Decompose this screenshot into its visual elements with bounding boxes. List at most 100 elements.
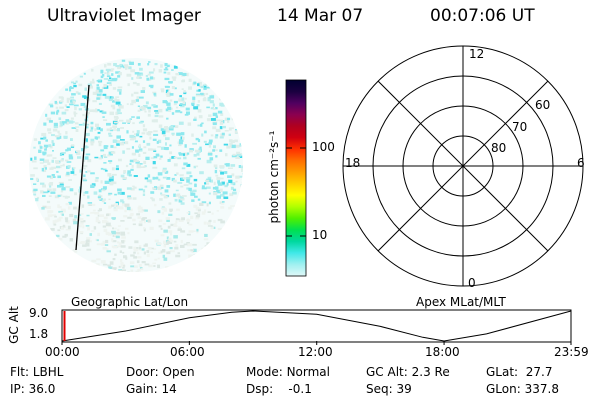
speckle [160, 128, 166, 131]
speckle [132, 218, 136, 222]
speckle [204, 233, 208, 237]
speckle [44, 159, 49, 163]
speckle [122, 269, 126, 272]
speckle [148, 109, 151, 113]
speckle [109, 261, 114, 265]
speckle [191, 102, 195, 105]
speckle [157, 210, 161, 214]
speckle [183, 91, 187, 95]
speckle [38, 149, 42, 153]
speckle [83, 72, 86, 75]
speckle [175, 125, 179, 128]
speckle [48, 144, 52, 147]
speckle [59, 121, 63, 125]
speckle [61, 226, 65, 230]
speckle [154, 258, 158, 261]
speckle [139, 220, 143, 223]
speckle [138, 188, 143, 191]
speckle [187, 249, 192, 252]
speckle [175, 244, 179, 247]
speckle [118, 105, 124, 109]
speckle [120, 220, 125, 222]
speckle [52, 128, 58, 132]
speckle [169, 247, 173, 250]
speckle [136, 260, 140, 264]
speckle [104, 180, 110, 184]
speckle [65, 88, 69, 91]
speckle [133, 251, 136, 254]
speckle [151, 198, 155, 202]
timeline-xtick-0600: 06:00 [170, 345, 205, 359]
speckle [147, 219, 151, 223]
speckle [136, 163, 140, 166]
speckle [92, 78, 95, 82]
speckle [129, 163, 132, 165]
speckle [47, 214, 53, 218]
speckle [197, 109, 202, 113]
speckle [206, 203, 209, 207]
speckle [142, 128, 148, 132]
speckle [164, 242, 169, 245]
speckle [162, 167, 167, 170]
speckle [177, 252, 180, 254]
speckle [188, 86, 192, 90]
speckle [117, 104, 122, 107]
speckle [102, 153, 107, 157]
speckle [137, 207, 142, 210]
speckle [137, 216, 142, 219]
speckle [203, 87, 207, 90]
speckle [193, 106, 199, 110]
speckle [70, 171, 75, 174]
speckle [85, 132, 90, 137]
speckle [215, 166, 218, 169]
speckle [113, 208, 118, 212]
speckle [187, 122, 192, 126]
speckle [78, 83, 83, 87]
speckle [192, 189, 197, 193]
speckle [58, 216, 63, 219]
speckle [68, 156, 74, 160]
speckle [125, 164, 129, 168]
speckle [35, 177, 39, 181]
speckle [202, 84, 207, 87]
speckle [188, 187, 192, 191]
speckle [87, 195, 90, 199]
speckle [32, 189, 37, 193]
speckle [160, 155, 163, 158]
colorbar-tick-100: 100 [312, 140, 335, 154]
speckle [115, 111, 119, 115]
speckle [106, 213, 110, 217]
speckle [191, 249, 195, 253]
speckle [80, 221, 84, 225]
speckle [179, 95, 182, 98]
speckle [163, 71, 167, 74]
speckle [84, 108, 88, 111]
speckle [133, 186, 137, 189]
speckle [159, 198, 163, 201]
speckle [45, 113, 48, 117]
speckle [203, 209, 207, 213]
speckle [184, 113, 189, 116]
speckle [43, 147, 46, 149]
speckle [139, 107, 144, 110]
speckle [128, 246, 133, 249]
speckle [155, 111, 160, 114]
speckle [46, 175, 51, 178]
speckle [96, 97, 100, 100]
speckle [166, 177, 171, 180]
speckle [103, 84, 107, 88]
speckle [219, 149, 223, 152]
speckle [175, 110, 181, 113]
speckle [236, 151, 241, 154]
speckle [47, 190, 50, 193]
speckle [58, 237, 62, 240]
speckle [209, 100, 214, 104]
speckle [168, 251, 171, 253]
speckle [42, 169, 47, 173]
speckle [186, 171, 192, 175]
speckle [124, 64, 129, 68]
speckle [151, 197, 154, 200]
speckle [216, 210, 219, 212]
uv-image-disk[interactable] [29, 58, 246, 275]
speckle [115, 101, 121, 105]
